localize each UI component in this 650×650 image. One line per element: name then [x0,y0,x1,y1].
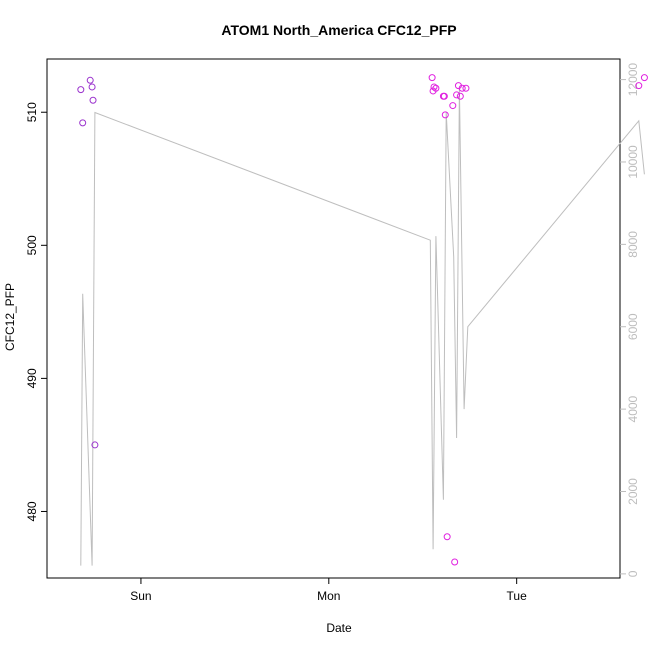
series-line [80,87,645,566]
y2-tick-label: 4000 [626,395,640,422]
scatter-point [91,441,99,449]
scatter-point [441,111,449,119]
y2-tick-label: 2000 [626,478,640,505]
scatter-point [440,92,448,100]
scatter-point [462,84,470,92]
scatter-point [451,558,459,566]
y2-tick-label: 0 [626,570,640,577]
scatter-point [430,83,438,91]
scatter-point [458,84,466,92]
scatter-point [77,86,85,94]
scatter-point [86,76,94,84]
y-tick-label: 490 [25,368,39,388]
scatter-point [453,91,461,99]
x-axis-label: Date [326,621,352,635]
y2-tick-label: 10000 [626,145,640,179]
y-tick-label: 510 [25,102,39,122]
scatter-point [635,82,643,90]
y2-tick-label: 8000 [626,231,640,258]
scatter-point [443,533,451,541]
x-tick-label: Sun [130,589,151,603]
scatter-point [428,74,436,82]
scatter-point [456,92,464,100]
scatter-point [640,74,648,82]
plot-layer: Sun Mon Tue 480 490 500 510 0 2000 4000 6000 8000 10… [25,58,648,603]
y-axis-label: CFC12_PFP [3,283,17,351]
scatter-point [89,96,97,104]
scatter-point [449,102,457,110]
scatter-point [88,83,96,91]
y2-tick-label: 6000 [626,313,640,340]
plot-frame [46,58,621,579]
chart-title: ATOM1 North_America CFC12_PFP [221,22,456,38]
y2-tick-label: 12000 [626,63,640,97]
x-tick-label: Tue [507,589,528,603]
y-tick-label: 480 [25,501,39,521]
scatter-point [432,84,440,92]
x-tick-label: Mon [317,589,340,603]
scatter-point [79,119,87,127]
y-tick-label: 500 [25,235,39,255]
